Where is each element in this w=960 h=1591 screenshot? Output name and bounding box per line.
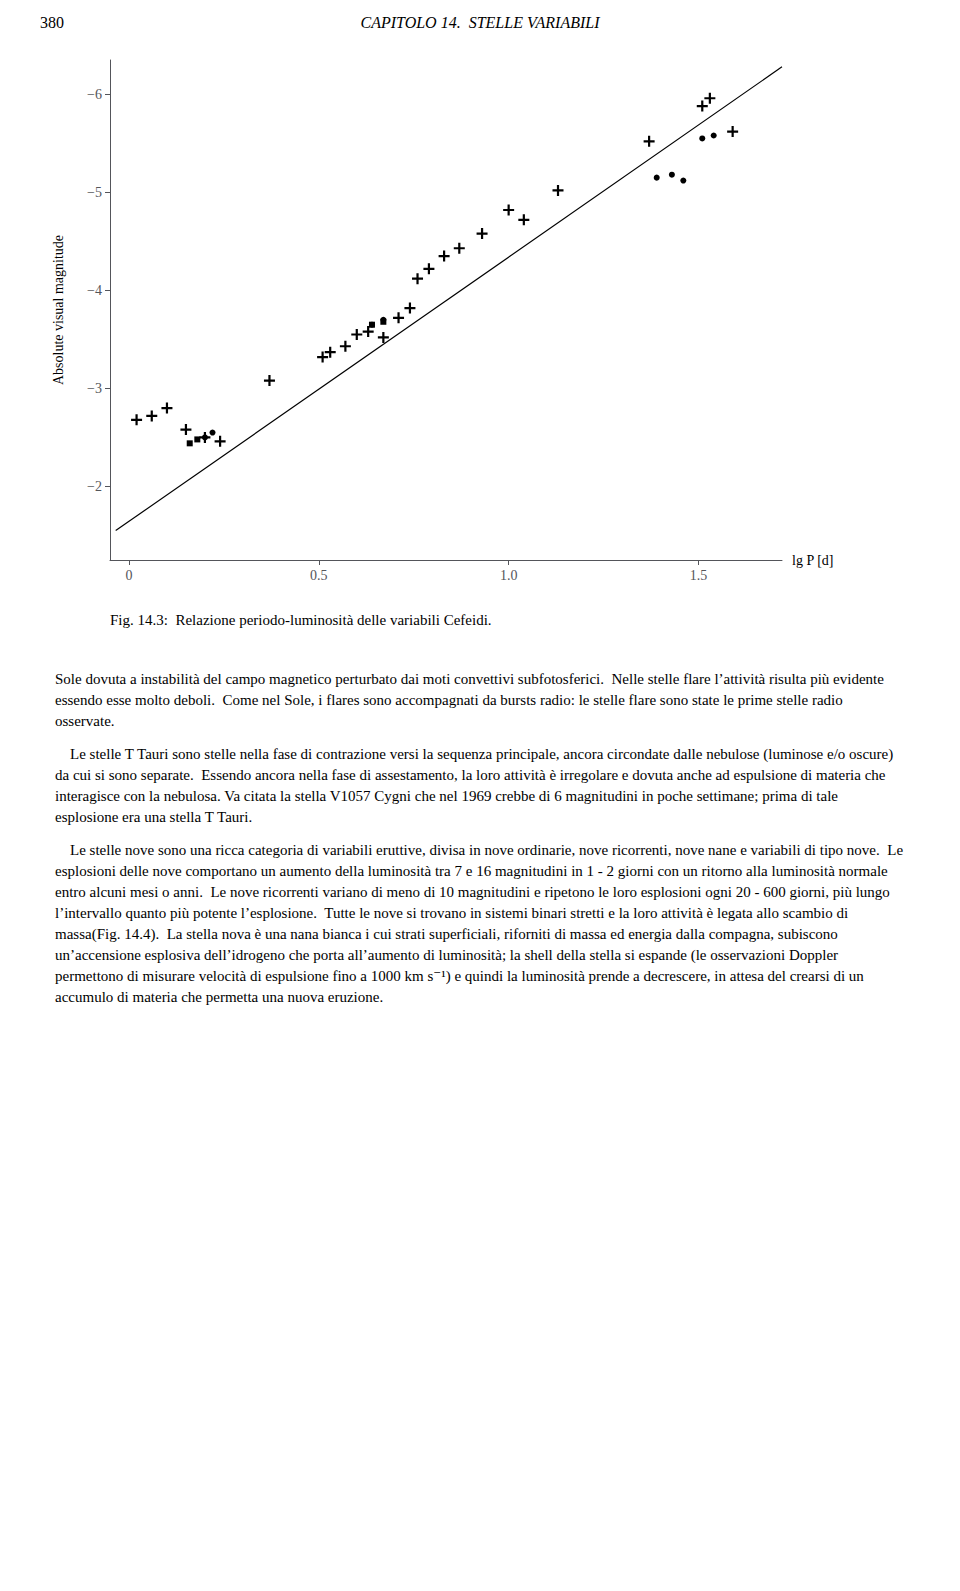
svg-text:interagisce con la nebulosa. V: interagisce con la nebulosa. Va citata l… bbox=[55, 788, 838, 804]
svg-text:permettono di misurare velocit: permettono di misurare velocità di espul… bbox=[55, 968, 864, 985]
svg-text:Fig. 14.3: Relazione periodo-: Fig. 14.3: Relazione periodo-luminosità … bbox=[110, 612, 492, 628]
svg-text:0.5: 0.5 bbox=[310, 568, 328, 583]
svg-text:un’accensione esplosiva dell’i: un’accensione esplosiva dell’idrogeno ch… bbox=[55, 947, 838, 964]
svg-text:esplosioni delle nove comporta: esplosioni delle nove comportano un aume… bbox=[55, 863, 888, 879]
svg-text:accumulo di materia che permet: accumulo di materia che permetta una nuo… bbox=[55, 989, 383, 1005]
svg-text:380: 380 bbox=[40, 14, 64, 31]
svg-text:essendo esse molto deboli. Co: essendo esse molto deboli. Come nel Sole… bbox=[55, 692, 843, 708]
svg-text:−5: −5 bbox=[87, 185, 102, 200]
svg-text:esplosione era una stella T Ta: esplosione era una stella T Tauri. bbox=[55, 809, 252, 825]
svg-text:da cui si sono separate. Esse: da cui si sono separate. Essendo ancora … bbox=[55, 767, 886, 783]
svg-text:1.5: 1.5 bbox=[690, 568, 708, 583]
svg-text:massa(Fig. 14.4). La stella n: massa(Fig. 14.4). La stella nova è una n… bbox=[55, 926, 838, 943]
svg-text:Absolute visual magnitude: Absolute visual magnitude bbox=[51, 235, 66, 385]
svg-text:osservate.: osservate. bbox=[55, 713, 115, 729]
svg-text:l’intervallo quanto più potent: l’intervallo quanto più potente l’esplos… bbox=[55, 905, 848, 921]
svg-text:CAPITOLO 14. STELLE VARIABILI: CAPITOLO 14. STELLE VARIABILI bbox=[361, 14, 601, 31]
svg-text:1.0: 1.0 bbox=[500, 568, 518, 583]
svg-text:−4: −4 bbox=[87, 283, 102, 298]
svg-text:Le stelle T Tauri sono stelle: Le stelle T Tauri sono stelle nella fase… bbox=[55, 746, 893, 763]
svg-text:0: 0 bbox=[125, 568, 132, 583]
svg-text:−2: −2 bbox=[87, 479, 102, 494]
svg-text:−6: −6 bbox=[87, 87, 102, 102]
svg-text:Sole dovuta a instabilità del: Sole dovuta a instabilità del campo magn… bbox=[55, 671, 884, 687]
svg-text:lg P [d]: lg P [d] bbox=[792, 553, 833, 568]
svg-text:Le stelle nove sono una ricca: Le stelle nove sono una ricca categoria … bbox=[55, 842, 903, 858]
svg-text:−3: −3 bbox=[87, 381, 102, 396]
svg-text:entro alcuni mesi o anni. Le: entro alcuni mesi o anni. Le nove ricorr… bbox=[55, 884, 890, 900]
